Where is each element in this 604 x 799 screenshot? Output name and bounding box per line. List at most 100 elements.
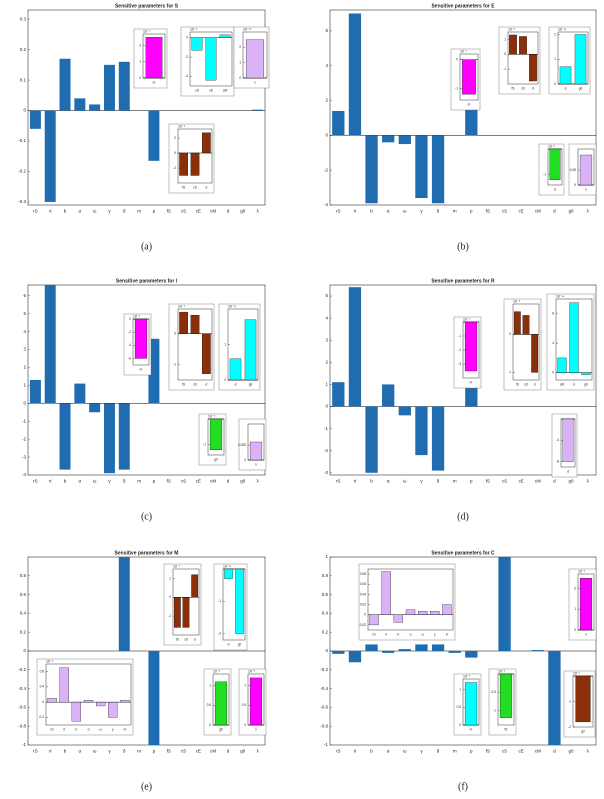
bar [179, 311, 189, 334]
y-tick-label: 1 [325, 382, 328, 387]
inset-scale: 10⁻⁸ [190, 27, 198, 31]
x-tick-label: g0 [240, 748, 246, 753]
y-tick-label: 0 [244, 458, 246, 462]
y-tick-label: -1 [493, 708, 496, 712]
y-tick-label: -1 [22, 418, 26, 423]
x-tick-label: d [534, 382, 536, 386]
y-tick-label: 0.8 [40, 669, 45, 673]
y-tick-label: -1 [218, 599, 221, 603]
bar [382, 135, 395, 143]
bar [531, 650, 544, 651]
x-tick-label: rS [336, 208, 341, 213]
y-tick-label: 1 [239, 61, 241, 65]
x-tick-label: p [470, 208, 473, 213]
x-tick-label: d [205, 382, 207, 386]
y-tick-label: 1 [224, 342, 226, 346]
bar [249, 677, 263, 726]
y-tick-label: 2 [174, 136, 176, 140]
x-tick-label: γ [108, 748, 111, 753]
y-tick-label: 2 [325, 360, 328, 365]
y-tick-label: 1 [209, 684, 211, 688]
x-tick-label: g0 [219, 727, 223, 731]
chart-title: Sensitive parameters for S [115, 3, 179, 9]
y-tick-label: -1 [168, 614, 171, 618]
x-tick-label: λ [587, 478, 590, 483]
x-tick-label: cM [535, 478, 541, 483]
y-tick-label: 0 [42, 700, 44, 704]
y-tick-label: -0.1 [18, 138, 26, 143]
x-tick-label: rS [336, 748, 341, 753]
x-tick-label: γ [112, 727, 114, 731]
y-tick-label: 0.5 [242, 703, 247, 707]
y-tick-label: 4 [23, 329, 26, 334]
bar [415, 406, 428, 456]
caption: (d) [457, 511, 469, 522]
y-tick-label: -2 [22, 436, 26, 441]
bar [118, 61, 130, 111]
x-tick-label: fS [486, 478, 490, 483]
x-tick-label: m [137, 748, 141, 753]
bar [382, 651, 395, 653]
bar [89, 403, 101, 413]
bar [448, 651, 461, 653]
chart-title: Sensitive parameters for M [115, 550, 179, 556]
y-tick-label: 0 [23, 400, 26, 405]
x-tick-label: λ [254, 80, 256, 84]
x-tick-label: d [532, 86, 534, 90]
x-tick-label: p [153, 478, 156, 483]
bar [513, 311, 521, 335]
bar [431, 644, 445, 651]
inset-scale: 10⁻⁸ [548, 144, 556, 148]
chart-title: Sensitive parameters for I [116, 278, 178, 284]
x-tick-label: g0 [581, 729, 585, 733]
y-tick-label: -4 [128, 343, 131, 347]
bar [29, 110, 41, 129]
x-tick-label: δ [437, 478, 440, 483]
y-tick-label: 0 [244, 723, 246, 727]
y-tick-label: 0 [325, 648, 328, 653]
y-tick-label: 0 [325, 133, 328, 138]
y-tick-label: -0.2 [18, 169, 26, 174]
y-tick-label: 0 [129, 317, 131, 321]
y-tick-label: 1 [325, 554, 328, 559]
bar [415, 135, 428, 199]
y-tick-label: -0.6 [18, 705, 26, 710]
y-tick-label: 2 [325, 98, 328, 103]
x-tick-label: α [410, 632, 412, 636]
y-tick-label: -0.4 [18, 686, 26, 691]
inset-scale: 10⁻⁶ [173, 564, 181, 568]
y-tick-label: 0 [552, 370, 554, 374]
y-tick-label: 1 [554, 57, 556, 61]
bar [118, 403, 130, 470]
bar [89, 104, 101, 111]
x-tick-label: rI [49, 478, 52, 483]
x-tick-label: α [387, 478, 390, 483]
x-tick-label: d [205, 185, 207, 189]
bar [509, 34, 517, 55]
y-tick-label: 0 [23, 108, 26, 113]
y-tick-label: 1 [459, 687, 461, 691]
bar [190, 152, 200, 176]
x-tick-label: b [64, 208, 67, 213]
y-tick-label: -1 [173, 362, 176, 366]
inset-scale: 10⁻⁸ [213, 669, 221, 673]
bar [145, 37, 163, 79]
x-tick-label: g0 [249, 382, 253, 386]
x-tick-label: m [453, 478, 457, 483]
y-tick-label: 0.5 [457, 705, 462, 709]
bar [74, 383, 86, 404]
y-tick-label: 2 [574, 586, 576, 590]
bar [244, 319, 257, 381]
bar [249, 441, 263, 461]
bar [224, 568, 233, 579]
inset-frame [367, 568, 454, 631]
bar [557, 357, 567, 373]
x-tick-label: cM [223, 88, 228, 92]
x-tick-label: g0 [584, 382, 588, 386]
y-tick-label: 0.08 [360, 572, 366, 576]
x-tick-label: rS [372, 632, 375, 636]
bar [134, 318, 148, 359]
bar [190, 315, 200, 334]
y-tick-label: -1 [458, 334, 461, 338]
x-tick-label: b [370, 748, 373, 753]
